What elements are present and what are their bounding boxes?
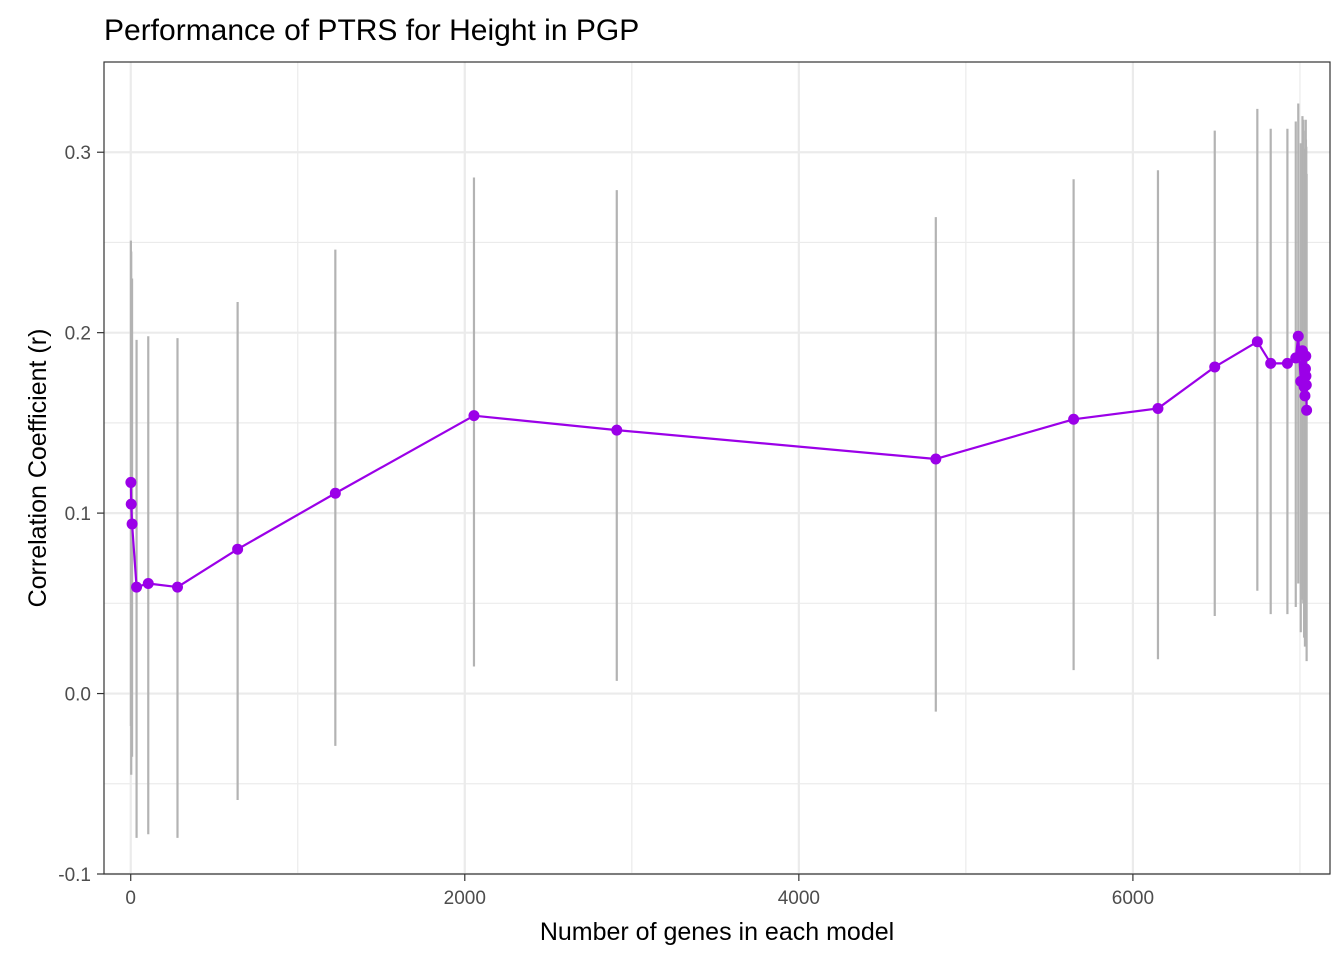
data-point [1068,413,1080,425]
data-point [1300,379,1312,391]
data-point [171,581,183,593]
data-point [468,410,480,422]
data-point [611,424,623,436]
data-point [1251,336,1263,348]
y-tick-label: 0.2 [65,324,91,345]
x-tick-label: 0 [125,888,136,909]
data-point [125,498,137,510]
data-point [1300,350,1312,362]
data-points [125,330,1313,593]
data-point [126,518,138,530]
y-tick-label: 0.3 [65,143,91,164]
data-point [329,487,341,499]
data-point [1152,402,1164,414]
data-point [1209,361,1221,373]
data-point [1300,370,1312,382]
data-point [1292,330,1304,342]
y-axis-title: Correlation Coefficient (r) [24,329,52,608]
x-tick-label: 6000 [1112,888,1154,909]
data-point [1281,357,1293,369]
x-axis-title: Number of genes in each model [540,918,894,946]
data-point [930,453,942,465]
chart-title: Performance of PTRS for Height in PGP [104,14,639,47]
x-tick-label: 2000 [444,888,486,909]
data-point [142,577,154,589]
data-point [1301,404,1313,416]
data-point [125,476,137,488]
data-point [1299,390,1311,402]
data-point [1265,357,1277,369]
data-point [131,581,143,593]
plot-panel [104,62,1330,874]
y-tick-label: -0.1 [58,865,91,886]
axes: 0 2000 4000 6000 -0.1 0.0 0.1 0.2 0.3 [58,143,1154,909]
y-tick-label: 0.1 [65,504,91,525]
data-point [232,543,244,555]
x-tick-label: 4000 [778,888,820,909]
panel-border [103,61,1331,875]
y-tick-label: 0.0 [65,685,91,706]
